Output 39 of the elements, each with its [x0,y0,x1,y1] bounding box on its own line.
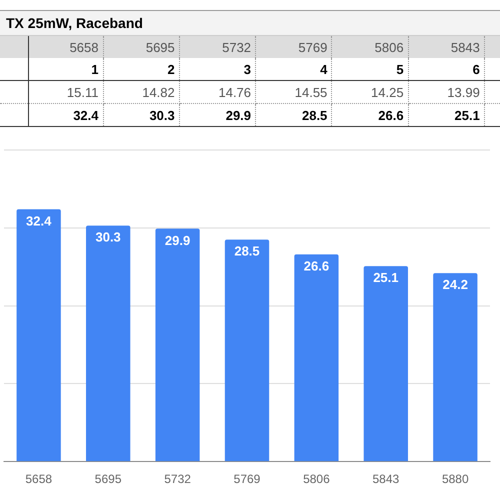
text: 5 [332,58,408,80]
category-label: 5695 [146,40,175,54]
text: 2 [103,58,180,80]
x-tick-label: 5658 [25,472,52,486]
data-label: 32.4 [26,213,52,228]
x-tick-label: 5806 [303,472,330,486]
chart-title: TX 25mW, Raceband [0,11,500,36]
category-label: 5843 [450,40,480,54]
data-label: 30.3 [95,230,121,245]
text: 14.76 [179,80,256,104]
text: 14.55 [256,80,332,104]
text: 3 [179,58,256,80]
text: 30.3 [103,104,180,126]
text: 15.11 [28,80,103,104]
data-label: 24.2 [442,277,468,292]
x-tick-label: 5732 [164,472,192,486]
text: 28.5 [256,104,332,126]
text: 6 [408,58,484,80]
text: 14.82 [103,80,180,104]
category-label: 5806 [374,40,404,54]
data-label: 25.1 [373,270,399,286]
data-label: 26.6 [304,258,330,274]
data-label: 28.5 [234,244,260,259]
data-label: 29.9 [164,232,190,248]
text: 29.9 [179,104,256,126]
x-tick-label: 5769 [234,472,261,486]
text: 32.4 [28,104,103,126]
x-tick-label: 5695 [94,472,122,486]
x-tick-label: 5843 [372,472,400,486]
x-tick-label: 5880 [442,472,469,486]
text: 26.6 [332,104,408,126]
text: 4 [256,58,332,80]
text: 13.99 [408,80,484,104]
category-label: 5658 [70,40,98,54]
text: 1 [28,58,103,80]
category-label: 5769 [298,40,328,54]
category-label: 5732 [222,40,252,54]
text: 14.25 [332,80,408,104]
text: 25.1 [408,104,484,126]
